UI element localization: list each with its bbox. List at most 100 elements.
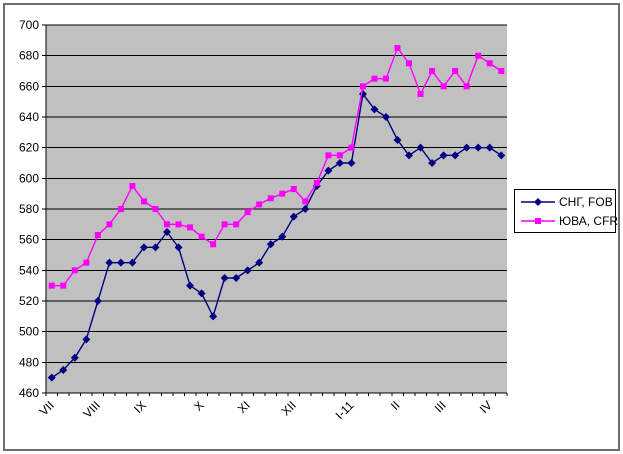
data-point-diamond xyxy=(243,266,252,275)
data-point-diamond xyxy=(451,151,460,160)
data-point-diamond xyxy=(186,281,195,290)
data-point-diamond xyxy=(220,274,229,282)
legend-line-diamond-icon xyxy=(521,197,555,206)
data-point-square xyxy=(475,52,482,59)
data-point-diamond xyxy=(335,159,344,167)
y-axis-label: 560 xyxy=(19,233,39,247)
data-point-square xyxy=(535,217,541,224)
y-axis-label: 580 xyxy=(19,202,39,216)
data-point-square xyxy=(440,83,447,90)
y-axis-label: 540 xyxy=(19,263,39,277)
data-point-square xyxy=(83,259,90,266)
data-point-diamond xyxy=(116,258,125,267)
data-point-diamond xyxy=(139,243,148,252)
data-point-square xyxy=(348,144,355,151)
data-point-square xyxy=(290,186,297,193)
series-sng-fob xyxy=(47,90,506,382)
legend-label-juva-cfr: ЮВА, CFR xyxy=(559,213,619,228)
data-point-square xyxy=(429,68,436,74)
data-point-diamond xyxy=(416,143,425,152)
data-point-diamond xyxy=(163,228,172,236)
x-axis-label: IV xyxy=(477,398,495,416)
x-axis-label: I-11 xyxy=(333,398,357,422)
data-point-diamond xyxy=(381,113,390,121)
data-point-square xyxy=(210,241,217,248)
y-axis-label: 640 xyxy=(19,110,39,124)
data-point-diamond xyxy=(462,143,471,152)
data-point-diamond xyxy=(93,297,102,305)
y-axis-label: 660 xyxy=(19,79,39,93)
data-point-square xyxy=(71,267,78,274)
data-point-diamond xyxy=(428,159,437,167)
data-point-square xyxy=(325,152,332,159)
data-point-square xyxy=(359,83,366,90)
legend-item-sng-fob[interactable]: СНГ, FOB xyxy=(521,194,615,210)
data-point-square xyxy=(463,83,470,90)
data-point-diamond xyxy=(474,143,483,152)
data-point-diamond xyxy=(405,151,414,160)
data-point-square xyxy=(336,152,343,159)
data-point-diamond xyxy=(370,105,379,114)
data-point-square xyxy=(302,198,309,205)
series-line xyxy=(51,92,502,379)
data-point-square xyxy=(106,221,113,228)
data-point-diamond xyxy=(255,258,264,267)
data-point-diamond xyxy=(278,232,287,241)
data-point-diamond xyxy=(70,353,79,362)
data-point-diamond xyxy=(128,258,137,267)
series-line xyxy=(51,46,502,287)
data-point-diamond xyxy=(105,258,114,267)
legend-item-juva-cfr[interactable]: ЮВА, CFR xyxy=(521,213,619,229)
data-point-square xyxy=(279,190,286,197)
data-point-square xyxy=(94,232,101,239)
x-axis-label: II xyxy=(388,398,403,413)
data-point-diamond xyxy=(82,335,91,344)
x-axis-label: XI xyxy=(235,398,253,416)
series-juva-cfr xyxy=(48,45,505,289)
data-point-diamond xyxy=(301,205,310,213)
data-point-square xyxy=(406,60,413,67)
data-point-square xyxy=(382,75,389,82)
data-point-square xyxy=(313,179,320,186)
data-point-diamond xyxy=(289,212,298,221)
y-axis-label: 700 xyxy=(19,18,39,32)
legend[interactable]: СНГ, FOB ЮВА, CFR xyxy=(514,189,619,233)
data-point-diamond xyxy=(151,243,160,252)
data-point-diamond xyxy=(439,151,448,160)
y-axis-label: 500 xyxy=(19,325,39,339)
data-point-square xyxy=(140,198,147,205)
data-point-diamond xyxy=(174,243,183,252)
data-point-diamond xyxy=(485,143,494,152)
x-axis-label: III xyxy=(432,398,449,415)
y-axis-label: 520 xyxy=(19,294,39,308)
x-axis-label: XII xyxy=(279,398,299,418)
legend-label-sng-fob: СНГ, FOB xyxy=(559,194,613,209)
data-point-diamond xyxy=(209,312,218,321)
data-point-square xyxy=(129,183,136,189)
x-axis-label: VIII xyxy=(80,398,103,421)
data-point-diamond xyxy=(266,240,275,249)
data-point-diamond xyxy=(393,136,402,144)
data-point-square xyxy=(198,233,205,240)
data-point-square xyxy=(60,282,67,289)
data-point-square xyxy=(256,201,263,208)
data-point-square xyxy=(187,224,194,231)
data-point-square xyxy=(244,209,251,216)
y-axis-label: 680 xyxy=(19,49,39,63)
y-axis-label: 460 xyxy=(19,386,39,400)
data-point-square xyxy=(486,60,493,67)
x-axis-label: VII xyxy=(37,398,57,418)
y-axis-label: 600 xyxy=(19,171,39,185)
data-point-diamond xyxy=(324,166,333,175)
y-axis-label: 480 xyxy=(19,355,39,369)
data-point-diamond xyxy=(347,159,356,167)
data-point-diamond xyxy=(232,274,241,282)
data-point-square xyxy=(417,91,424,97)
data-point-diamond xyxy=(47,373,56,382)
y-axis-label: 620 xyxy=(19,141,39,155)
legend-line-square-icon xyxy=(521,217,555,224)
data-point-diamond xyxy=(197,289,206,298)
data-point-diamond xyxy=(534,197,542,206)
